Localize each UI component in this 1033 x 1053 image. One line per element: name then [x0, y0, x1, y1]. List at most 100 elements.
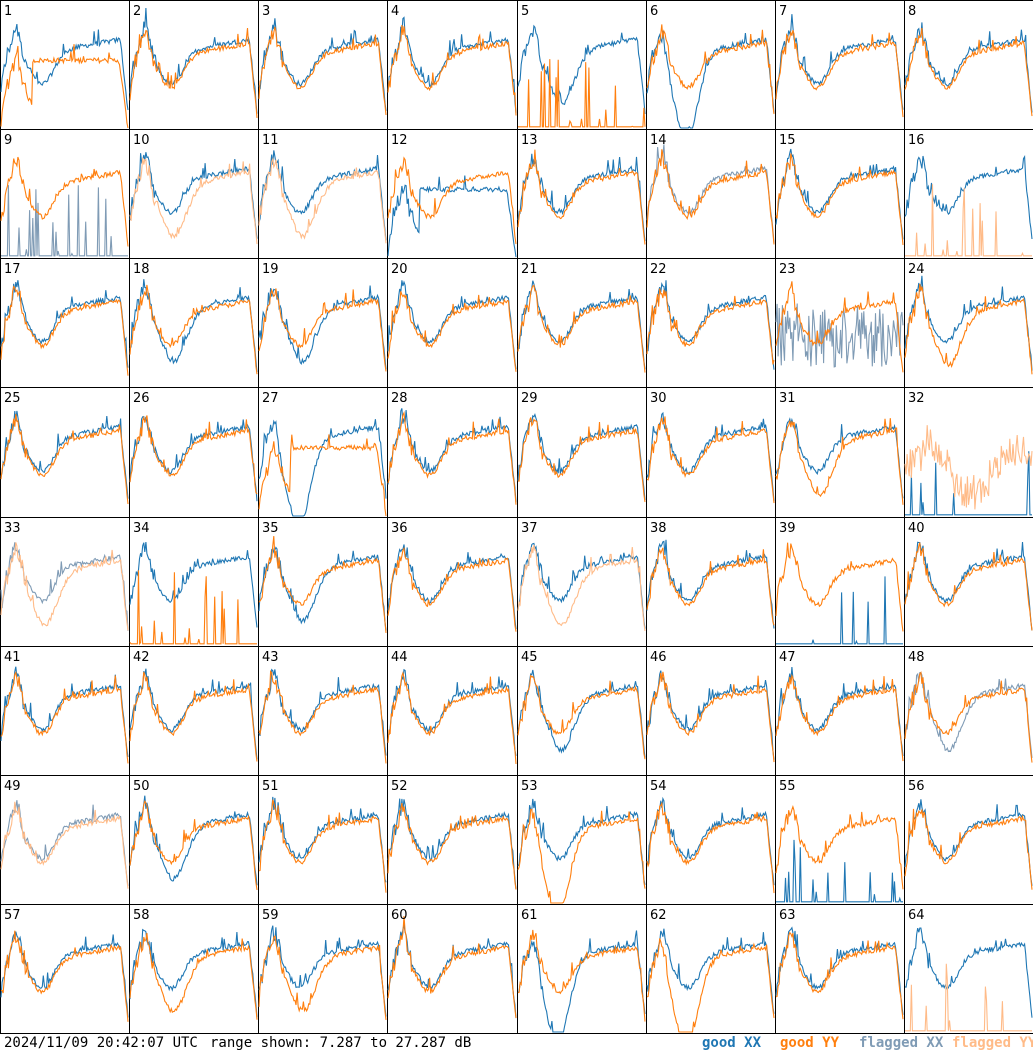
panel-33: 33	[0, 517, 130, 647]
panel-label: 17	[4, 262, 21, 277]
panel-43: 43	[258, 646, 388, 776]
series-xx-good	[776, 839, 903, 903]
series-xx-good	[0, 931, 129, 1018]
panel-label: 26	[133, 391, 150, 406]
series-yy-good	[0, 44, 129, 129]
panel-6: 6	[646, 0, 776, 130]
panel-frame	[646, 646, 776, 776]
panel-label: 64	[908, 908, 925, 923]
series-xx-good	[517, 24, 646, 115]
series-xx-good	[258, 668, 387, 756]
panel-frame	[0, 775, 130, 905]
panel-label: 47	[779, 650, 796, 665]
panel-40: 40	[904, 517, 1033, 647]
panel-label: 19	[262, 262, 279, 277]
panel-label: 38	[650, 521, 667, 536]
panel-frame	[646, 0, 776, 130]
series-yy-good	[387, 156, 517, 245]
series-xx-flagged	[1, 185, 128, 257]
series-yy-good	[387, 546, 517, 632]
panel-label: 4	[391, 4, 399, 19]
series-xx-good	[129, 279, 258, 373]
panel-label: 43	[262, 650, 279, 665]
panel-5: 5	[517, 0, 647, 130]
panel-frame	[0, 904, 130, 1034]
series-yy-good	[258, 536, 387, 633]
panel-frame	[646, 129, 776, 259]
panel-53: 53	[517, 775, 647, 905]
series-yy-good	[775, 30, 904, 118]
panel-frame	[0, 258, 130, 388]
series-xx-good	[387, 408, 517, 503]
panel-23: 23	[775, 258, 905, 388]
series-yy-good	[775, 153, 904, 246]
panel-label: 57	[4, 908, 21, 923]
panel-frame	[646, 517, 776, 647]
series-yy-good	[517, 284, 646, 373]
panel-label: 32	[908, 391, 925, 406]
panel-frame	[517, 775, 647, 905]
series-xx-good	[0, 280, 129, 368]
panel-22: 22	[646, 258, 776, 388]
panel-frame	[775, 387, 905, 518]
panel-46: 46	[646, 646, 776, 776]
series-xx-good	[129, 416, 258, 502]
panel-frame	[258, 775, 388, 905]
series-yy-good	[258, 669, 387, 764]
series-xx-good	[646, 30, 775, 129]
panel-50: 50	[129, 775, 259, 905]
panel-49: 49	[0, 775, 130, 905]
panel-frame	[517, 387, 647, 518]
series-xx-good	[904, 154, 1033, 240]
series-xx-good	[129, 541, 258, 628]
panel-label: 62	[650, 908, 667, 923]
panel-label: 41	[4, 650, 21, 665]
panel-26: 26	[129, 387, 259, 518]
panel-label: 48	[908, 650, 925, 665]
series-yy-good	[646, 938, 775, 1033]
panel-label: 52	[391, 779, 408, 794]
series-yy-good	[129, 799, 258, 890]
panel-label: 22	[650, 262, 667, 277]
series-yy-good	[646, 671, 775, 763]
panel-21: 21	[517, 258, 647, 388]
panel-19: 19	[258, 258, 388, 388]
series-xx-good	[258, 285, 387, 370]
series-xx-good	[387, 668, 517, 756]
panel-frame	[0, 387, 130, 518]
panel-label: 35	[262, 521, 279, 536]
panel-label: 51	[262, 779, 279, 794]
panel-18: 18	[129, 258, 259, 388]
series-xx-good	[258, 925, 387, 1017]
series-xx-good	[904, 927, 1033, 1018]
panel-frame	[517, 0, 647, 130]
series-xx-good	[517, 930, 646, 1033]
panel-frame	[129, 387, 259, 518]
legend-flagged-xx: flagged XX	[859, 1035, 944, 1051]
series-yy-good	[258, 26, 387, 116]
panel-label: 40	[908, 521, 925, 536]
series-yy-good	[517, 929, 646, 1022]
panel-label: 11	[262, 133, 279, 148]
series-xx-good	[0, 410, 129, 499]
series-yy-flagged	[0, 801, 129, 889]
panel-12: 12	[387, 129, 518, 259]
panel-57: 57	[0, 904, 130, 1034]
panel-label: 44	[391, 650, 408, 665]
panel-frame	[387, 387, 518, 518]
series-xx-good	[646, 928, 775, 1014]
series-xx-good	[646, 539, 775, 629]
series-xx-good	[129, 795, 258, 886]
panel-label: 13	[521, 133, 538, 148]
panel-label: 30	[650, 391, 667, 406]
panel-frame	[129, 129, 259, 259]
panel-15: 15	[775, 129, 905, 259]
range-label: range shown: 7.287 to 27.287 dB	[210, 1035, 472, 1051]
series-yy-good	[775, 418, 904, 505]
panel-16: 16	[904, 129, 1033, 259]
series-xx-good	[904, 22, 1033, 113]
series-xx-flagged	[0, 800, 129, 886]
series-yy-good	[129, 415, 258, 495]
panel-32: 32	[904, 387, 1033, 518]
panel-label: 7	[779, 4, 787, 19]
